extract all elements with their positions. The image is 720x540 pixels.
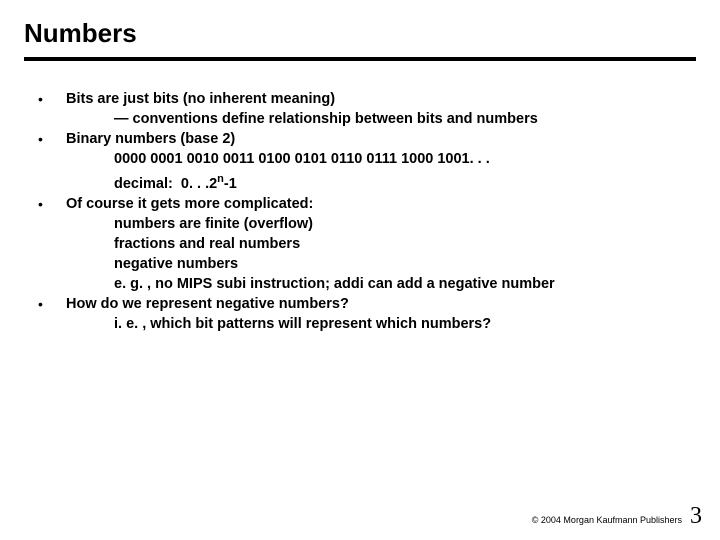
list-item: • Of course it gets more complicated: bbox=[32, 194, 696, 214]
list-sub-item: decimal: 0. . .2n-1 bbox=[32, 169, 696, 194]
bullet-head: Bits are just bits (no inherent meaning) bbox=[66, 89, 696, 109]
page-number: 3 bbox=[690, 503, 702, 530]
bullet-sub: negative numbers bbox=[66, 254, 696, 274]
bullet-mark: • bbox=[32, 294, 66, 314]
list-item: • Bits are just bits (no inherent meanin… bbox=[32, 89, 696, 109]
list-item: • How do we represent negative numbers? bbox=[32, 294, 696, 314]
bullet-mark: • bbox=[32, 89, 66, 109]
bullet-sub: e. g. , no MIPS subi instruction; addi c… bbox=[66, 274, 696, 294]
list-sub-item: i. e. , which bit patterns will represen… bbox=[32, 314, 696, 334]
bullet-sub-decimal: decimal: 0. . .2n-1 bbox=[66, 169, 696, 194]
bullet-sub: fractions and real numbers bbox=[66, 234, 696, 254]
bullet-sub: i. e. , which bit patterns will represen… bbox=[66, 314, 696, 334]
bullet-head: Binary numbers (base 2) bbox=[66, 129, 696, 149]
bullet-list: • Bits are just bits (no inherent meanin… bbox=[24, 89, 696, 334]
bullet-head: How do we represent negative numbers? bbox=[66, 294, 696, 314]
copyright-text: © 2004 Morgan Kaufmann Publishers bbox=[532, 515, 682, 525]
list-sub-item: 0000 0001 0010 0011 0100 0101 0110 0111 … bbox=[32, 149, 696, 169]
list-sub-item: negative numbers bbox=[32, 254, 696, 274]
title-rule bbox=[24, 57, 696, 61]
list-sub-item: fractions and real numbers bbox=[32, 234, 696, 254]
page-title: Numbers bbox=[24, 18, 696, 49]
bullet-mark: • bbox=[32, 194, 66, 214]
bullet-sub: — conventions define relationship betwee… bbox=[66, 109, 696, 129]
bullet-sub: numbers are finite (overflow) bbox=[66, 214, 696, 234]
slide-footer: © 2004 Morgan Kaufmann Publishers 3 bbox=[532, 503, 702, 530]
bullet-head: Of course it gets more complicated: bbox=[66, 194, 696, 214]
list-item: • Binary numbers (base 2) bbox=[32, 129, 696, 149]
list-sub-item: e. g. , no MIPS subi instruction; addi c… bbox=[32, 274, 696, 294]
bullet-sub: 0000 0001 0010 0011 0100 0101 0110 0111 … bbox=[66, 149, 696, 169]
list-sub-item: numbers are finite (overflow) bbox=[32, 214, 696, 234]
bullet-mark: • bbox=[32, 129, 66, 149]
list-sub-item: — conventions define relationship betwee… bbox=[32, 109, 696, 129]
